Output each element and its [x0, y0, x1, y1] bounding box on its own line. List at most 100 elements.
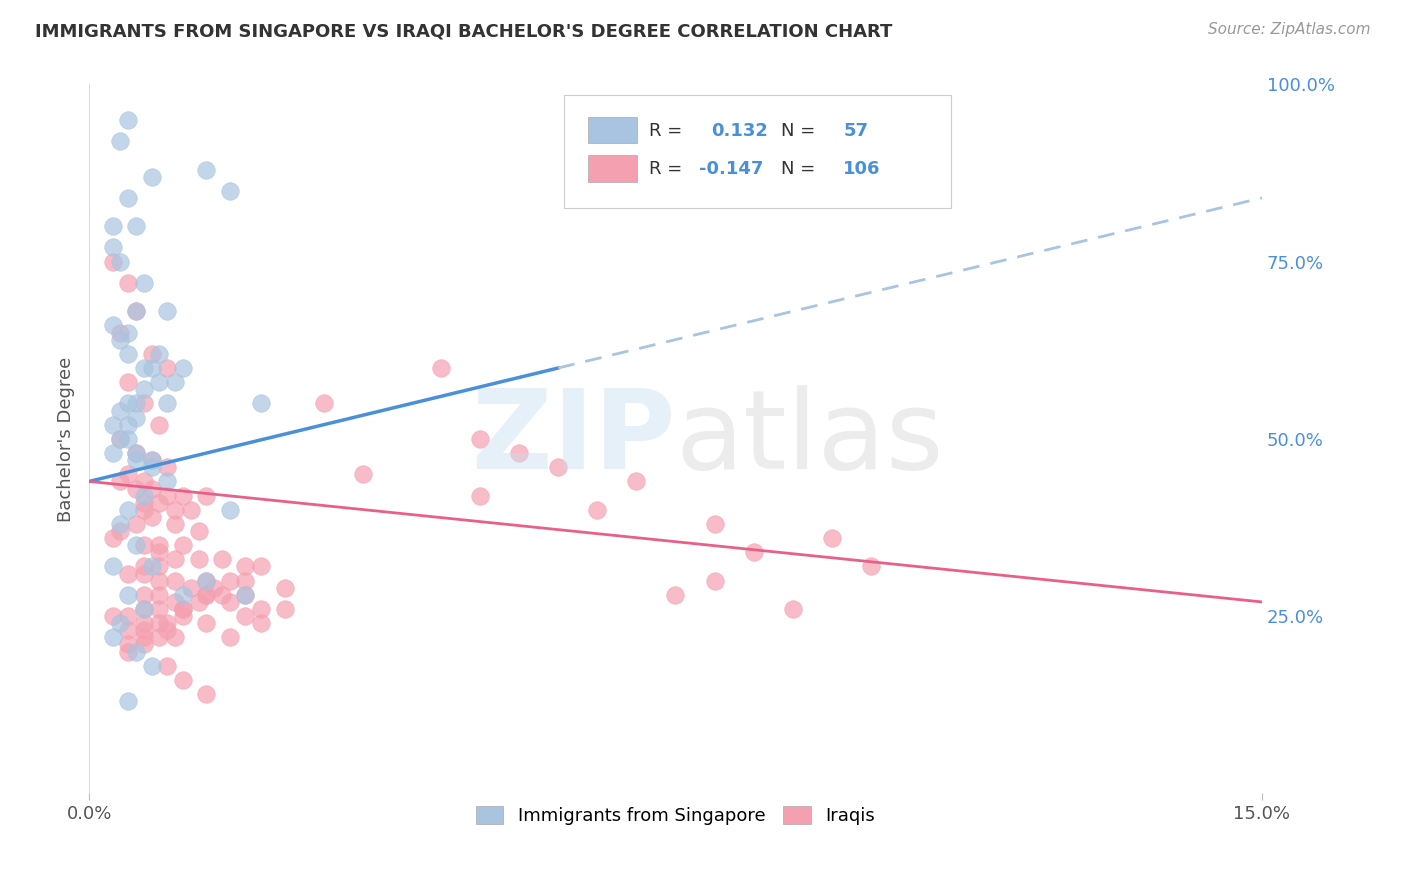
Point: [125, 446, 148, 460]
Point: [141, 559, 163, 574]
Point: [110, 254, 132, 268]
Point: [117, 467, 139, 482]
Point: [141, 658, 163, 673]
Point: [148, 602, 170, 616]
Point: [742, 545, 765, 559]
Point: [156, 616, 179, 631]
Text: ZIP: ZIP: [472, 385, 675, 492]
Text: R =: R =: [648, 160, 682, 178]
Point: [172, 673, 194, 687]
Point: [165, 631, 187, 645]
Legend: Immigrants from Singapore, Iraqis: Immigrants from Singapore, Iraqis: [467, 797, 884, 834]
Point: [148, 631, 170, 645]
Point: [132, 396, 155, 410]
Point: [156, 460, 179, 475]
Point: [132, 559, 155, 574]
Point: [172, 602, 194, 616]
Point: [101, 318, 124, 333]
Point: [117, 609, 139, 624]
Point: [468, 432, 491, 446]
Text: 0.132: 0.132: [710, 121, 768, 139]
Point: [218, 574, 240, 588]
Point: [211, 588, 233, 602]
Point: [141, 509, 163, 524]
Point: [101, 559, 124, 574]
Point: [195, 489, 218, 503]
Point: [117, 276, 139, 290]
Point: [430, 361, 453, 376]
Point: [626, 475, 648, 489]
Point: [250, 602, 273, 616]
Point: [110, 524, 132, 538]
Point: [703, 574, 725, 588]
Point: [148, 559, 170, 574]
Point: [132, 602, 155, 616]
Point: [165, 375, 187, 389]
Point: [782, 602, 804, 616]
Point: [195, 616, 218, 631]
Point: [101, 219, 124, 234]
Point: [101, 531, 124, 545]
Point: [148, 616, 170, 631]
Point: [117, 326, 139, 340]
Point: [156, 624, 179, 638]
Point: [117, 191, 139, 205]
Point: [101, 417, 124, 432]
Point: [664, 588, 686, 602]
Text: Source: ZipAtlas.com: Source: ZipAtlas.com: [1208, 22, 1371, 37]
Point: [141, 482, 163, 496]
Point: [235, 609, 257, 624]
Text: R =: R =: [648, 121, 682, 139]
Point: [101, 240, 124, 254]
Point: [125, 516, 148, 531]
Point: [250, 616, 273, 631]
Point: [110, 134, 132, 148]
Point: [125, 482, 148, 496]
Text: IMMIGRANTS FROM SINGAPORE VS IRAQI BACHELOR'S DEGREE CORRELATION CHART: IMMIGRANTS FROM SINGAPORE VS IRAQI BACHE…: [35, 22, 893, 40]
Text: -0.147: -0.147: [699, 160, 763, 178]
Point: [117, 375, 139, 389]
Point: [211, 552, 233, 566]
Point: [110, 516, 132, 531]
Point: [132, 503, 155, 517]
Point: [156, 361, 179, 376]
Point: [187, 524, 209, 538]
Point: [141, 453, 163, 467]
Point: [148, 538, 170, 552]
Point: [132, 276, 155, 290]
FancyBboxPatch shape: [564, 95, 950, 209]
Point: [180, 581, 202, 595]
Point: [202, 581, 225, 595]
Point: [132, 602, 155, 616]
Point: [195, 162, 218, 177]
Point: [165, 552, 187, 566]
Point: [117, 417, 139, 432]
Point: [141, 460, 163, 475]
Point: [218, 184, 240, 198]
Text: atlas: atlas: [675, 385, 943, 492]
Point: [312, 396, 335, 410]
Point: [218, 631, 240, 645]
Point: [165, 503, 187, 517]
Point: [132, 489, 155, 503]
Point: [172, 361, 194, 376]
Point: [165, 595, 187, 609]
Point: [117, 624, 139, 638]
Point: [132, 616, 155, 631]
Point: [148, 347, 170, 361]
Point: [125, 446, 148, 460]
Point: [117, 112, 139, 127]
Point: [195, 588, 218, 602]
Point: [125, 644, 148, 658]
Point: [132, 588, 155, 602]
Point: [273, 602, 295, 616]
Point: [148, 375, 170, 389]
Point: [235, 559, 257, 574]
Point: [547, 460, 569, 475]
Point: [132, 496, 155, 510]
Point: [273, 581, 295, 595]
Point: [172, 602, 194, 616]
Point: [110, 432, 132, 446]
Point: [132, 382, 155, 396]
Point: [132, 361, 155, 376]
